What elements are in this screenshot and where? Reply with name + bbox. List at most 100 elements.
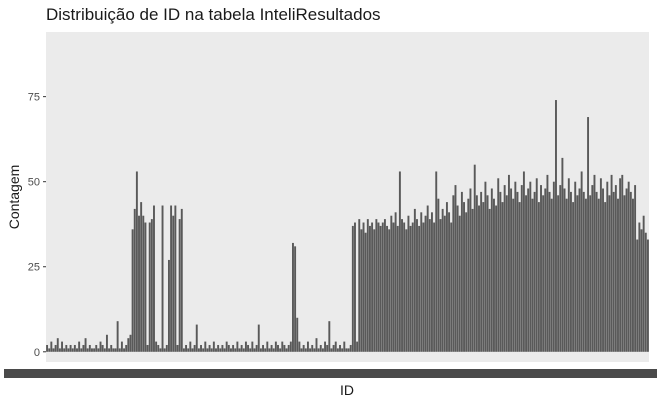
bar: [403, 222, 406, 352]
bar: [95, 344, 98, 352]
bar: [46, 344, 49, 352]
bar: [127, 338, 130, 352]
bar: [445, 202, 448, 352]
bar: [159, 348, 162, 352]
bar: [97, 348, 100, 352]
bar: [409, 225, 412, 352]
bar: [133, 208, 136, 352]
bar: [339, 344, 341, 352]
bar: [516, 191, 519, 352]
bar: [638, 222, 641, 352]
bar: [525, 195, 528, 352]
bar: [302, 344, 305, 352]
bar: [360, 229, 363, 352]
bar: [572, 202, 575, 352]
bar: [61, 341, 63, 352]
bar: [418, 225, 421, 352]
bar: [413, 208, 416, 352]
bar: [405, 229, 408, 352]
bar: [634, 185, 637, 352]
bar: [125, 344, 128, 352]
bar: [612, 191, 615, 352]
bar: [625, 188, 628, 352]
bar: [424, 215, 427, 352]
bar: [187, 348, 190, 352]
bar: [627, 181, 630, 352]
bar: [401, 219, 403, 352]
bar: [283, 344, 286, 352]
bar: [330, 348, 333, 352]
x-axis-title: ID: [340, 382, 354, 398]
bar: [480, 191, 483, 352]
bar: [578, 188, 581, 352]
bar: [460, 191, 463, 352]
bar: [80, 348, 83, 352]
bar: [82, 344, 85, 352]
bar: [319, 344, 322, 352]
bar: [467, 198, 470, 352]
bar: [448, 212, 451, 352]
bar: [542, 195, 545, 352]
bar: [394, 212, 397, 352]
bar: [443, 215, 446, 352]
bar: [50, 341, 53, 352]
bar: [58, 348, 61, 352]
bar: [606, 181, 609, 352]
bar: [123, 348, 126, 352]
bar: [602, 188, 604, 352]
bar: [433, 222, 436, 352]
bar: [140, 202, 143, 352]
bar: [195, 324, 198, 352]
bar: [478, 205, 480, 352]
bar: [202, 348, 205, 352]
bar: [428, 219, 431, 352]
bar: [131, 229, 134, 352]
bar: [388, 229, 391, 352]
bar: [324, 341, 327, 352]
bar: [264, 348, 267, 352]
bar: [240, 344, 243, 352]
bar: [257, 324, 260, 352]
bar: [522, 171, 525, 352]
bar: [225, 341, 228, 352]
bar: [262, 344, 264, 352]
bar: [383, 219, 386, 352]
bar: [632, 198, 634, 352]
bar: [167, 259, 170, 352]
bar: [362, 222, 365, 352]
bar: [253, 348, 256, 352]
bar: [454, 185, 457, 352]
y-axis-title: Contagem: [6, 165, 22, 230]
bar: [351, 225, 354, 352]
bar: [200, 344, 202, 352]
bar: [71, 348, 74, 352]
bar: [274, 341, 277, 352]
bar: [546, 174, 549, 352]
bar: [584, 198, 587, 352]
bar: [287, 344, 290, 352]
bar: [377, 222, 380, 352]
bar: [356, 341, 359, 352]
bar: [279, 348, 282, 352]
bar: [48, 348, 51, 352]
bar: [170, 205, 173, 352]
bar: [574, 181, 577, 352]
bar: [426, 205, 429, 352]
bar: [431, 212, 433, 352]
bar: [180, 208, 183, 352]
bar: [510, 188, 513, 352]
bar: [386, 225, 389, 352]
bar: [108, 348, 111, 352]
bar: [298, 341, 301, 352]
bar: [76, 348, 78, 352]
bar: [640, 229, 643, 352]
bar: [503, 185, 506, 352]
bar: [420, 212, 423, 352]
bar: [441, 208, 444, 352]
bar: [484, 181, 487, 352]
bar: [336, 348, 339, 352]
bar: [576, 195, 579, 352]
bar: [191, 348, 194, 352]
bar: [636, 239, 639, 352]
y-tick-label: 50: [28, 177, 40, 189]
